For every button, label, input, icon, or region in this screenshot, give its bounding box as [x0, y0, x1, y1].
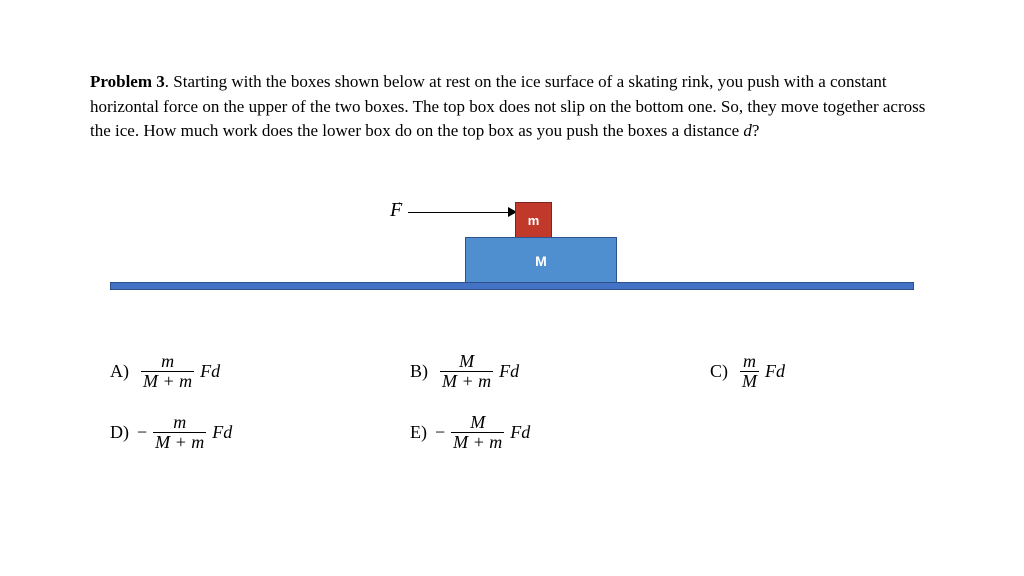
option-e-den: M + m [451, 432, 504, 452]
force-arrow-shaft [408, 212, 510, 213]
force-vector-label: → F [390, 199, 402, 222]
option-c-tail: Fd [765, 361, 785, 382]
option-d-tail: Fd [212, 422, 232, 443]
option-d-sign: − [137, 422, 147, 443]
option-d: D) − m M + m Fd [110, 413, 410, 452]
option-e-letter: E) [410, 422, 427, 443]
problem-statement: Problem 3. Starting with the boxes shown… [90, 70, 934, 144]
answer-options: A) m M + m Fd B) M M + m Fd C) m M Fd D)… [110, 352, 934, 452]
option-e-fraction: M M + m [451, 413, 504, 452]
problem-body-2: ? [752, 121, 760, 140]
option-c: C) m M Fd [710, 352, 910, 391]
option-e-tail: Fd [510, 422, 530, 443]
option-e-num: M [468, 413, 487, 432]
diagram: → F m M [90, 182, 934, 312]
distance-variable: d [743, 121, 752, 140]
option-b-den: M + m [440, 371, 493, 391]
bottom-box-label: M [535, 253, 547, 269]
option-b-letter: B) [410, 361, 428, 382]
top-box: m [515, 202, 552, 239]
option-c-den: M [740, 371, 759, 391]
option-a-den: M + m [141, 371, 194, 391]
option-b: B) M M + m Fd [410, 352, 710, 391]
option-b-tail: Fd [499, 361, 519, 382]
option-d-den: M + m [153, 432, 206, 452]
option-d-fraction: m M + m [153, 413, 206, 452]
ice-surface [110, 282, 914, 290]
option-e-sign: − [435, 422, 445, 443]
option-a-tail: Fd [200, 361, 220, 382]
vector-arrow-accent: → [392, 196, 403, 208]
option-a-letter: A) [110, 361, 129, 382]
top-box-label: m [528, 213, 540, 228]
bottom-box: M [465, 237, 617, 285]
option-c-letter: C) [710, 361, 728, 382]
option-e: E) − M M + m Fd [410, 413, 710, 452]
problem-body-1: . Starting with the boxes shown below at… [90, 72, 925, 140]
option-c-num: m [741, 352, 758, 371]
option-a: A) m M + m Fd [110, 352, 410, 391]
option-d-num: m [171, 413, 188, 432]
option-b-fraction: M M + m [440, 352, 493, 391]
option-a-num: m [159, 352, 176, 371]
option-c-fraction: m M [740, 352, 759, 391]
option-a-fraction: m M + m [141, 352, 194, 391]
problem-label: Problem 3 [90, 72, 165, 91]
option-d-letter: D) [110, 422, 129, 443]
option-b-num: M [457, 352, 476, 371]
